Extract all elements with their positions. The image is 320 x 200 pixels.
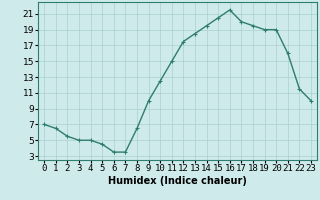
X-axis label: Humidex (Indice chaleur): Humidex (Indice chaleur) (108, 176, 247, 186)
